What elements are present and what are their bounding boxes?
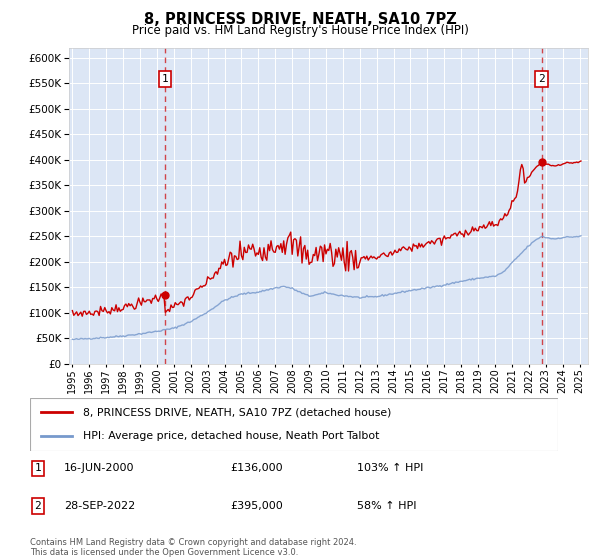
Text: £395,000: £395,000 [230, 501, 283, 511]
Text: Contains HM Land Registry data © Crown copyright and database right 2024.
This d: Contains HM Land Registry data © Crown c… [30, 538, 356, 557]
Text: Price paid vs. HM Land Registry's House Price Index (HPI): Price paid vs. HM Land Registry's House … [131, 24, 469, 36]
Text: HPI: Average price, detached house, Neath Port Talbot: HPI: Average price, detached house, Neat… [83, 431, 379, 441]
Text: 2: 2 [35, 501, 41, 511]
Text: 2: 2 [538, 74, 545, 84]
Text: 16-JUN-2000: 16-JUN-2000 [64, 463, 135, 473]
Text: 1: 1 [35, 463, 41, 473]
Text: 8, PRINCESS DRIVE, NEATH, SA10 7PZ: 8, PRINCESS DRIVE, NEATH, SA10 7PZ [143, 12, 457, 27]
Text: 8, PRINCESS DRIVE, NEATH, SA10 7PZ (detached house): 8, PRINCESS DRIVE, NEATH, SA10 7PZ (deta… [83, 408, 391, 418]
Text: 28-SEP-2022: 28-SEP-2022 [64, 501, 136, 511]
Text: £136,000: £136,000 [230, 463, 283, 473]
Text: 58% ↑ HPI: 58% ↑ HPI [358, 501, 417, 511]
Text: 1: 1 [161, 74, 168, 84]
Text: 103% ↑ HPI: 103% ↑ HPI [358, 463, 424, 473]
